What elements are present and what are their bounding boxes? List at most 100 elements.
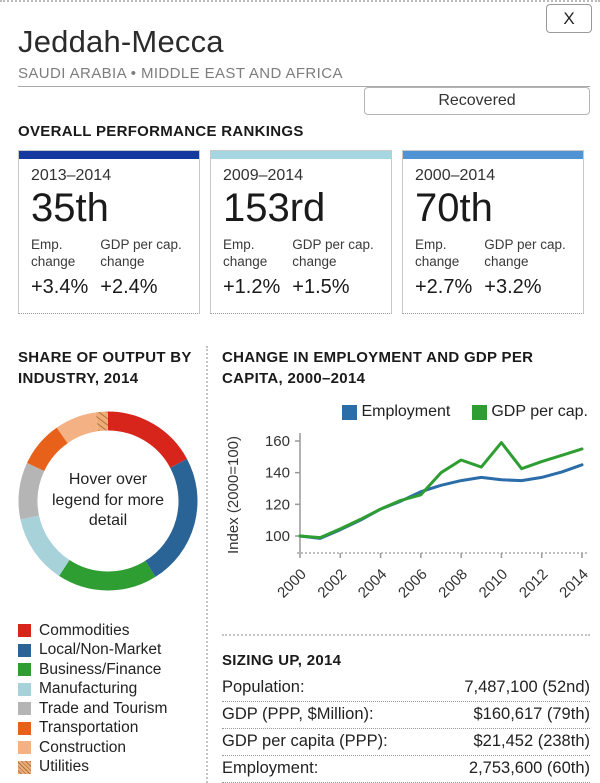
row-label: Employment: xyxy=(222,759,319,777)
card-period: 2013–2014 xyxy=(31,167,112,184)
industry-legend: Commodities Local/Non-Market Business/Fi… xyxy=(18,621,200,777)
header-divider xyxy=(18,86,590,87)
ranking-cards: 2013–2014 35th Emp. change +3.4% GDP per… xyxy=(18,150,584,314)
commodities-swatch-icon xyxy=(18,624,31,638)
industry-section-title: SHARE OF OUTPUT BY INDUSTRY, 2014 xyxy=(18,349,192,387)
close-button[interactable]: X xyxy=(546,4,592,33)
svg-text:2002: 2002 xyxy=(314,566,350,602)
card-accent-bar xyxy=(403,151,583,159)
legend-label: Business/Finance xyxy=(39,660,162,678)
legend-item-gdp-per-cap[interactable]: GDP per cap. xyxy=(472,403,588,421)
svg-text:2012: 2012 xyxy=(516,566,552,602)
legend-label: Local/Non-Market xyxy=(39,641,162,659)
legend-label: Transportation xyxy=(39,719,139,737)
svg-text:100: 100 xyxy=(265,528,290,545)
donut-svg[interactable] xyxy=(16,409,200,593)
industry-donut-chart[interactable]: Hover over legend for more detail xyxy=(16,409,200,593)
emp-change-label: Emp. change xyxy=(223,237,268,269)
svg-text:120: 120 xyxy=(265,496,290,513)
ranking-card-2009-2014: 2009–2014 153rd Emp. change +1.2% GDP pe… xyxy=(210,150,392,314)
svg-text:2010: 2010 xyxy=(476,566,512,602)
legend-label: Construction xyxy=(39,738,127,756)
recovered-status-button[interactable]: Recovered xyxy=(364,87,590,115)
rankings-section-title: OVERALL PERFORMANCE RANKINGS xyxy=(18,123,304,140)
svg-text:2006: 2006 xyxy=(395,566,431,602)
legend-label: Commodities xyxy=(39,621,130,639)
svg-text:2004: 2004 xyxy=(355,566,391,602)
legend-item-employment[interactable]: Employment xyxy=(342,403,450,421)
row-label: Population: xyxy=(222,678,305,696)
utilities-swatch-icon xyxy=(18,760,31,774)
local-non-market-swatch-icon xyxy=(18,643,31,657)
emp-change-value: +1.2% xyxy=(223,275,281,298)
legend-item-manufacturing[interactable]: Manufacturing xyxy=(18,680,200,700)
employment-chart-title: CHANGE IN EMPLOYMENT AND GDP PER CAPITA,… xyxy=(222,349,534,387)
card-accent-bar xyxy=(211,151,391,159)
card-accent-bar xyxy=(19,151,199,159)
sizing-section: SIZING UP, 2014 Population: 7,487,100 (5… xyxy=(222,634,590,783)
legend-label: Manufacturing xyxy=(39,680,138,698)
svg-text:160: 160 xyxy=(265,433,290,450)
trade-tourism-swatch-icon xyxy=(18,702,31,716)
sizing-row-employment: Employment: 2,753,600 (60th) xyxy=(222,756,590,783)
ranking-card-2000-2014: 2000–2014 70th Emp. change +2.7% GDP per… xyxy=(402,150,584,314)
svg-text:2000: 2000 xyxy=(274,566,310,602)
employment-swatch-icon xyxy=(342,404,358,420)
column-divider xyxy=(206,346,208,783)
ranking-card-2013-2014: 2013–2014 35th Emp. change +3.4% GDP per… xyxy=(18,150,200,314)
legend-label: Trade and Tourism xyxy=(39,699,168,717)
row-label: GDP (PPP, $Million): xyxy=(222,705,374,723)
manufacturing-swatch-icon xyxy=(18,682,31,696)
sizing-row-gdp: GDP (PPP, $Million): $160,617 (79th) xyxy=(222,702,590,729)
legend-item-construction[interactable]: Construction xyxy=(18,738,200,758)
gdp-per-cap-swatch-icon xyxy=(472,404,488,420)
svg-text:2014: 2014 xyxy=(556,566,590,602)
gdp-change-label: GDP per cap. change xyxy=(100,237,182,269)
row-value: 7,487,100 (52nd) xyxy=(464,678,590,696)
legend-label: GDP per cap. xyxy=(491,403,588,420)
svg-text:2008: 2008 xyxy=(435,566,471,602)
employment-gdp-line-chart: 100 120 140 160 Index (2000=100) 2000 2002 2004… xyxy=(225,433,592,602)
emp-change-value: +2.7% xyxy=(415,275,473,298)
gdp-change-value: +2.4% xyxy=(100,275,158,298)
construction-swatch-icon xyxy=(18,741,31,755)
row-value: $160,617 (79th) xyxy=(473,705,590,723)
legend-item-local-non-market[interactable]: Local/Non-Market xyxy=(18,641,200,661)
card-rank: 153rd xyxy=(223,186,326,230)
svg-text:140: 140 xyxy=(265,465,290,482)
svg-text:Index (2000=100): Index (2000=100) xyxy=(225,436,242,554)
line-chart-legend: Employment GDP per cap. xyxy=(222,403,590,421)
row-value: 2,753,600 (60th) xyxy=(468,759,590,777)
legend-item-business-finance[interactable]: Business/Finance xyxy=(18,660,200,680)
legend-label: Employment xyxy=(361,403,451,420)
card-rank: 70th xyxy=(415,186,493,230)
legend-label: Utilities xyxy=(39,758,89,776)
gdp-change-value: +3.2% xyxy=(484,275,542,298)
legend-item-commodities[interactable]: Commodities xyxy=(18,621,200,641)
row-value: $21,452 (238th) xyxy=(473,732,590,750)
gdp-change-value: +1.5% xyxy=(292,275,350,298)
emp-change-label: Emp. change xyxy=(415,237,460,269)
legend-item-utilities[interactable]: Utilities xyxy=(18,758,200,778)
gdp-change-label: GDP per cap. change xyxy=(484,237,566,269)
page-subtitle: SAUDI ARABIA • MIDDLE EAST AND AFRICA xyxy=(18,65,343,82)
donut-center-text: Hover over legend for more detail xyxy=(51,470,165,530)
industry-panel: SHARE OF OUTPUT BY INDUSTRY, 2014 Hover … xyxy=(18,347,200,777)
sizing-row-population: Population: 7,487,100 (52nd) xyxy=(222,675,590,702)
card-period: 2000–2014 xyxy=(415,167,496,184)
page-title: Jeddah-Mecca xyxy=(18,24,224,59)
sizing-row-gdp-per-capita: GDP per capita (PPP): $21,452 (238th) xyxy=(222,729,590,756)
emp-change-label: Emp. change xyxy=(31,237,76,269)
legend-item-transportation[interactable]: Transportation xyxy=(18,719,200,739)
gdp-change-label: GDP per cap. change xyxy=(292,237,374,269)
business-finance-swatch-icon xyxy=(18,663,31,677)
sizing-section-title: SIZING UP, 2014 xyxy=(222,652,342,669)
card-period: 2009–2014 xyxy=(223,167,304,184)
employment-gdp-panel: CHANGE IN EMPLOYMENT AND GDP PER CAPITA,… xyxy=(222,347,592,783)
legend-item-trade-tourism[interactable]: Trade and Tourism xyxy=(18,699,200,719)
card-rank: 35th xyxy=(31,186,109,230)
transportation-swatch-icon xyxy=(18,721,31,735)
emp-change-value: +3.4% xyxy=(31,275,89,298)
row-label: GDP per capita (PPP): xyxy=(222,732,388,750)
